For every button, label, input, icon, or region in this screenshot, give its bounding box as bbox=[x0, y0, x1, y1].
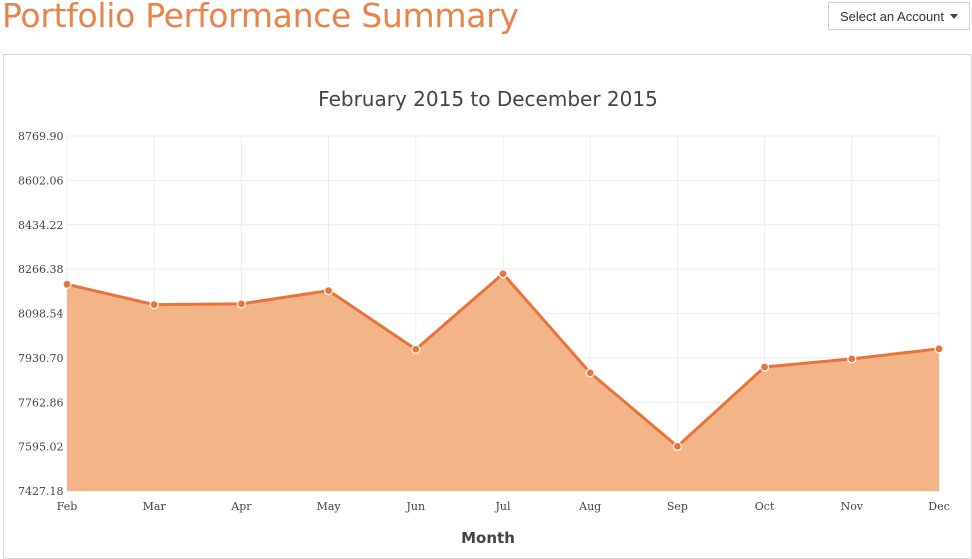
y-tick-label: 7427.18 bbox=[18, 485, 64, 498]
y-tick-label: 7762.86 bbox=[18, 396, 64, 409]
x-tick-label: Nov bbox=[841, 500, 864, 513]
x-axis-label: Month bbox=[461, 529, 515, 547]
x-tick-label: Feb bbox=[57, 500, 78, 513]
account-select-label: Select an Account bbox=[839, 8, 945, 24]
y-tick-label: 8434.22 bbox=[18, 219, 64, 232]
x-tick-label: Dec bbox=[928, 500, 950, 513]
data-point-oct[interactable] bbox=[759, 362, 770, 372]
caret-down-icon bbox=[950, 13, 959, 19]
x-tick-label: Aug bbox=[578, 500, 601, 513]
x-tick-label: Mar bbox=[143, 500, 167, 513]
chart-title: February 2015 to December 2015 bbox=[318, 87, 658, 111]
account-select-dropdown[interactable]: Select an Account bbox=[828, 2, 970, 30]
data-point-feb[interactable] bbox=[62, 279, 72, 289]
y-tick-label: 7595.02 bbox=[18, 441, 64, 454]
x-tick-label: Apr bbox=[230, 500, 252, 513]
x-tick-label: May bbox=[317, 500, 342, 513]
y-tick-label: 8098.54 bbox=[18, 308, 64, 321]
data-point-jul[interactable] bbox=[498, 269, 508, 279]
data-point-jun[interactable] bbox=[411, 344, 421, 354]
x-tick-label: Jun bbox=[406, 500, 426, 513]
y-tick-label: 8769.90 bbox=[18, 130, 64, 143]
chart-panel: February 2015 to December 2015 7427.18 759… bbox=[3, 54, 972, 559]
area-chart: February 2015 to December 2015 7427.18 759… bbox=[18, 87, 950, 547]
series-area bbox=[67, 273, 939, 491]
x-tick-label: Sep bbox=[667, 500, 688, 513]
y-tick-label: 7930.70 bbox=[18, 352, 64, 365]
data-point-nov[interactable] bbox=[847, 354, 857, 364]
data-point-apr[interactable] bbox=[236, 299, 246, 309]
data-point-dec[interactable] bbox=[934, 344, 944, 354]
data-point-aug[interactable] bbox=[585, 368, 595, 378]
data-point-sep[interactable] bbox=[672, 441, 683, 451]
page-title: Portfolio Performance Summary bbox=[2, 0, 519, 35]
y-tick-label: 8602.06 bbox=[18, 174, 64, 187]
data-point-mar[interactable] bbox=[149, 300, 159, 310]
x-tick-label: Jul bbox=[494, 500, 510, 513]
x-tick-label: Oct bbox=[755, 500, 775, 513]
y-tick-label: 8266.38 bbox=[18, 263, 64, 276]
data-point-may[interactable] bbox=[324, 286, 334, 296]
